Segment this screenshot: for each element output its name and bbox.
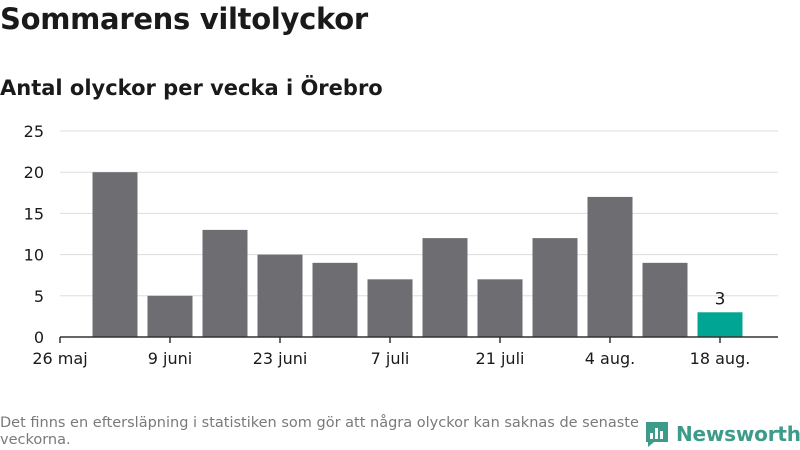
bar-highlight (697, 312, 743, 337)
bar (532, 238, 578, 337)
newsworthy-logo-icon (646, 422, 668, 447)
y-tick-label: 15 (24, 204, 44, 223)
newsworthy-logo-text: Newsworthy (676, 422, 800, 446)
x-tick-label: 4 aug. (585, 349, 635, 368)
footnote: Det finns en eftersläpning i statistiken… (0, 415, 639, 448)
x-tick-label: 26 maj (32, 349, 87, 368)
y-tick-label: 10 (24, 246, 44, 265)
x-tick-label: 9 juni (148, 349, 192, 368)
y-tick-label: 20 (24, 163, 44, 182)
x-tick-label: 7 juli (371, 349, 410, 368)
bar (92, 172, 138, 337)
x-tick-label: 18 aug. (690, 349, 751, 368)
y-tick-label: 25 (24, 122, 44, 141)
bar (202, 229, 248, 337)
chart-title: Sommarens viltolyckor (0, 2, 368, 36)
newsworthy-logo[interactable]: Newsworthy (644, 420, 800, 448)
x-tick-label: 23 juni (253, 349, 308, 368)
bar (587, 196, 633, 337)
bar (642, 262, 688, 337)
chart-subtitle: Antal olyckor per vecka i Örebro (0, 76, 383, 100)
bar (422, 238, 468, 337)
y-tick-label: 5 (34, 287, 44, 306)
bar (147, 295, 193, 337)
bar-chart: 0 5 10 15 20 25 3 26 maj 9 juni 23 juni 7 juli 21 j… (24, 122, 778, 368)
y-tick-label: 0 (34, 328, 44, 347)
bar (367, 279, 413, 337)
x-tick-label: 21 juli (476, 349, 525, 368)
data-label: 3 (715, 289, 726, 309)
bar (257, 254, 303, 337)
bar (312, 262, 358, 337)
bar (477, 279, 523, 337)
